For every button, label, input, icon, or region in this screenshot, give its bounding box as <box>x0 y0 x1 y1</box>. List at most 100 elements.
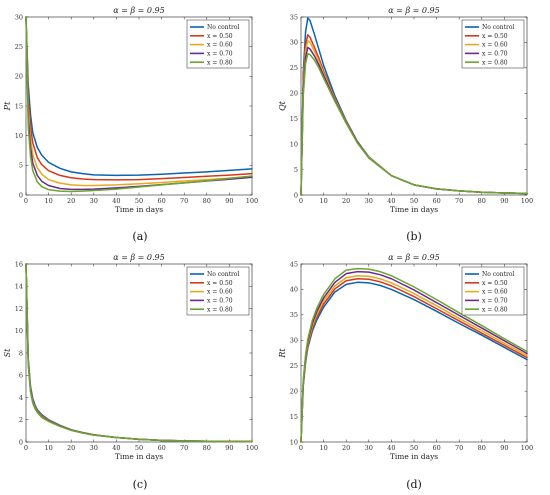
x-tick-label: 30 <box>365 444 373 452</box>
legend: No control x = 0.50 x = 0.60 x = 0.70x = 0.… <box>461 266 525 316</box>
legend-label: x = 0.60 <box>482 289 508 296</box>
legend-label: x = 0.70 <box>207 51 233 58</box>
x-tick-label: 10 <box>44 444 52 452</box>
legend-label: No control <box>482 24 514 31</box>
chart-panel-2: α = β = 0.95 0 10 20 30 40 50 60 70 80 90 100 0 5 10 15… <box>278 6 533 243</box>
series-line-5 <box>300 52 528 196</box>
y-tick-label: 25 <box>290 64 298 72</box>
legend-label: x = 0.80 <box>482 306 508 313</box>
y-tick-label: 10 <box>290 438 298 446</box>
legend: No control x = 0.50 x = 0.60 x = 0.70x = 0.… <box>461 19 525 69</box>
y-tick-label: 25 <box>15 43 23 51</box>
y-tick-label: 40 <box>290 286 298 294</box>
legend-label: x = 0.70 <box>207 298 233 305</box>
chart-title: α = β = 0.95 <box>113 6 164 15</box>
series-line-1 <box>25 16 253 177</box>
chart-title: α = β = 0.95 <box>388 6 439 15</box>
x-tick-label: 10 <box>44 197 52 205</box>
x-tick-label: 50 <box>410 444 418 452</box>
series-line-5 <box>25 16 253 193</box>
y-tick-label: 20 <box>290 387 298 395</box>
x-tick-label: 50 <box>410 197 418 205</box>
y-tick-label: 12 <box>15 305 23 313</box>
x-axis-label: Time in days <box>390 205 438 214</box>
x-axis-label: Time in days <box>115 452 163 461</box>
x-tick-label: 90 <box>225 444 233 452</box>
y-tick-label: 2 <box>19 416 23 424</box>
x-tick-label: 80 <box>203 444 211 452</box>
legend-label: x = 0.60 <box>482 42 508 49</box>
x-tick-label: 100 <box>246 197 258 205</box>
x-tick-label: 10 <box>319 197 327 205</box>
y-tick-label: 14 <box>15 283 23 291</box>
x-axis-label: Time in days <box>115 205 163 214</box>
y-axis-label: Qt <box>278 100 287 111</box>
x-tick-label: 40 <box>387 197 395 205</box>
legend-label: x = 0.70 <box>482 298 508 305</box>
x-tick-label: 60 <box>157 444 165 452</box>
x-tick-label: 0 <box>299 197 303 205</box>
y-tick-label: 15 <box>290 413 298 421</box>
y-tick-label: 35 <box>290 13 298 21</box>
legend-label: x = 0.70 <box>482 51 508 58</box>
legend-label: x = 0.50 <box>207 280 233 287</box>
x-tick-label: 90 <box>225 197 233 205</box>
y-tick-label: 30 <box>290 337 298 345</box>
chart-panel-3: α = β = 0.95 0 10 20 30 40 50 60 70 80 90 100 0 2 4 6 8 1… <box>3 253 258 491</box>
legend-label: No control <box>207 271 239 278</box>
series-line-3 <box>25 16 253 187</box>
y-tick-label: 15 <box>290 115 298 123</box>
x-tick-label: 0 <box>299 444 303 452</box>
y-axis-label: Pt <box>3 101 12 111</box>
x-tick-label: 100 <box>521 197 533 205</box>
x-tick-label: 30 <box>90 197 98 205</box>
x-tick-label: 20 <box>342 197 350 205</box>
chart-panel-1: α = β = 0.95 0 10 20 30 40 50 60 70 80 90 100 0 5 10 15… <box>3 6 258 243</box>
y-tick-label: 35 <box>290 311 298 319</box>
legend-label: x = 0.60 <box>207 289 233 296</box>
chart-title: α = β = 0.95 <box>388 253 439 262</box>
x-tick-label: 20 <box>67 197 75 205</box>
series-line-4 <box>300 46 528 196</box>
y-tick-label: 10 <box>15 327 23 335</box>
legend-label: x = 0.50 <box>482 33 508 40</box>
y-tick-label: 5 <box>19 162 23 170</box>
y-axis-label: Rt <box>278 348 287 359</box>
x-tick-label: 40 <box>112 197 120 205</box>
y-tick-label: 30 <box>15 13 23 21</box>
panel-label: (b) <box>406 230 422 243</box>
x-tick-label: 90 <box>500 197 508 205</box>
y-tick-label: 4 <box>19 394 23 402</box>
chart-panel-4: α = β = 0.950 10 20 30 40 50 60 70 80 90 100101520… <box>278 253 533 491</box>
x-tick-label: 10 <box>319 444 327 452</box>
y-tick-label: 20 <box>15 73 23 81</box>
legend-label: No control <box>482 271 514 278</box>
x-tick-label: 70 <box>180 197 188 205</box>
x-tick-label: 70 <box>455 197 463 205</box>
x-tick-label: 70 <box>180 444 188 452</box>
panel-label: (a) <box>132 230 147 243</box>
legend-label: x = 0.60 <box>207 42 233 49</box>
x-tick-label: 60 <box>157 197 165 205</box>
legend: No control x = 0.50 x = 0.60 x = 0.70x = 0.… <box>186 266 250 316</box>
x-tick-label: 0 <box>24 444 28 452</box>
series-line-5 <box>300 267 528 443</box>
y-tick-label: 0 <box>294 191 298 199</box>
y-tick-label: 10 <box>15 132 23 140</box>
x-tick-label: 60 <box>432 444 440 452</box>
x-tick-label: 80 <box>203 197 211 205</box>
x-tick-label: 0 <box>24 197 28 205</box>
x-tick-label: 50 <box>135 444 143 452</box>
panel-label: (d) <box>406 478 422 491</box>
y-tick-label: 45 <box>290 260 298 268</box>
y-tick-label: 15 <box>15 102 23 110</box>
x-tick-label: 30 <box>365 197 373 205</box>
series-line-2 <box>25 16 253 181</box>
y-tick-label: 6 <box>19 372 23 380</box>
x-tick-label: 100 <box>521 444 533 452</box>
legend-label: x = 0.80 <box>207 59 233 66</box>
series-line-5 <box>25 263 253 443</box>
y-tick-label: 0 <box>19 191 23 199</box>
x-tick-label: 90 <box>500 444 508 452</box>
